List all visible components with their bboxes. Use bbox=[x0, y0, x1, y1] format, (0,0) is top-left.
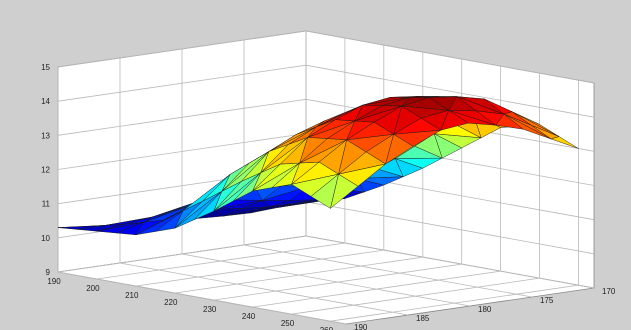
x-tick-label: 260 bbox=[320, 326, 334, 330]
x-tick-label: 210 bbox=[125, 291, 139, 300]
surface-facet bbox=[271, 162, 300, 188]
z-tick-label: 13 bbox=[41, 131, 50, 140]
x-tick-label: 220 bbox=[164, 298, 178, 307]
z-tick-label: 12 bbox=[41, 166, 50, 175]
surface-facet bbox=[77, 225, 106, 232]
y-tick-label: 175 bbox=[540, 296, 554, 305]
x-tick-label: 230 bbox=[203, 305, 217, 314]
y-tick-label: 185 bbox=[416, 314, 430, 323]
z-tick-label: 10 bbox=[41, 234, 50, 243]
z-tick-label: 11 bbox=[42, 200, 51, 209]
gridline-z bbox=[57, 235, 595, 289]
y-tick-label: 170 bbox=[602, 287, 616, 296]
z-tick-label: 15 bbox=[41, 63, 50, 72]
y-tick-label: 180 bbox=[478, 305, 492, 314]
surface-facet bbox=[116, 221, 145, 236]
tick-layer: 9 10 11 12 13 14 15 190 200 210 220 230 240 250 260 170… bbox=[41, 63, 616, 330]
y-tick-label: 190 bbox=[354, 323, 368, 330]
surface-facet bbox=[310, 173, 339, 209]
x-tick-label: 200 bbox=[86, 284, 100, 293]
surface-facet bbox=[193, 191, 223, 220]
gridline-z bbox=[57, 98, 595, 152]
x-tick-label: 250 bbox=[281, 319, 295, 328]
z-tick-label: 14 bbox=[41, 97, 50, 106]
gridline-z bbox=[57, 64, 595, 118]
surface-layer bbox=[57, 96, 579, 236]
surface-facet bbox=[232, 172, 261, 202]
x-tick-label: 190 bbox=[47, 277, 61, 286]
gridline-z bbox=[57, 30, 595, 84]
z-tick-label: 9 bbox=[46, 268, 51, 277]
surface-facet bbox=[155, 210, 184, 232]
x-tick-label: 240 bbox=[242, 312, 256, 321]
